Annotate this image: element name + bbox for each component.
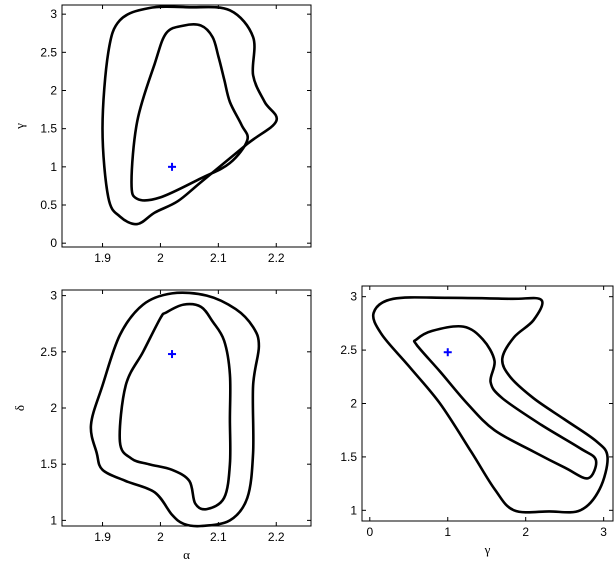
x-tick-label: 0 [366,525,373,539]
estimate-marker [168,350,177,359]
x-tick-label: 2.1 [210,530,227,544]
y-tick-label: 2.5 [40,345,57,359]
x-tick-label: 2 [157,530,164,544]
panel-delta-vs-gamma: 0 1 2 311.522.53γ [340,285,614,557]
y-tick-label: 3 [50,7,57,21]
panel-delta-vs-alpha: 1.9 2 2.1 2.2 1 1.5 2 2.5 3 α δ [12,289,312,562]
x-tick-label: 2.2 [268,251,285,265]
x-tick-label: 1.9 [94,530,111,544]
y-tick-label: 2.5 [340,343,357,357]
y-tick-label: 1.5 [40,122,57,136]
y-tick-label: 0 [50,236,57,250]
x-tick-label: 2 [157,251,164,265]
estimate-marker [443,348,452,357]
x-tick-label: 1.9 [94,251,111,265]
contour-outer [101,5,279,226]
y-tick-label: 1 [50,160,57,174]
axes-frame [61,289,312,527]
contour-inner [412,324,598,480]
estimate-marker [168,162,177,171]
contour-outer [89,291,261,528]
x-axis-label: γ [484,542,491,557]
axes-frame [61,4,312,248]
x-tick-label: 3 [600,525,607,539]
axes-frame [361,285,614,522]
y-tick-label: 2 [50,401,57,415]
contour-inner [118,302,232,511]
x-tick-label: 2 [522,525,529,539]
contour-outer [371,296,609,514]
y-tick-label: 1.5 [40,457,57,471]
x-axis-label: α [183,547,190,562]
y-tick-label: 1 [50,513,57,527]
y-tick-label: 0.5 [40,198,57,212]
y-tick-label: 1 [350,503,357,517]
y-axis-label: δ [12,405,27,411]
panel-gamma-vs-alpha: 1.9 2 2.1 2.2 0 0.5 1 1.5 2 2.5 3 γ [12,4,312,265]
y-tick-label: 2 [50,84,57,98]
x-tick-label: 1 [444,525,451,539]
y-tick-label: 2 [350,397,357,411]
y-tick-label: 1.5 [340,450,357,464]
y-axis-label: γ [12,123,27,130]
y-tick-label: 2.5 [40,45,57,59]
x-tick-label: 2.2 [268,530,285,544]
y-tick-label: 3 [350,290,357,304]
y-tick-label: 3 [50,289,57,303]
contour-inner [130,23,250,202]
x-tick-label: 2.1 [210,251,227,265]
